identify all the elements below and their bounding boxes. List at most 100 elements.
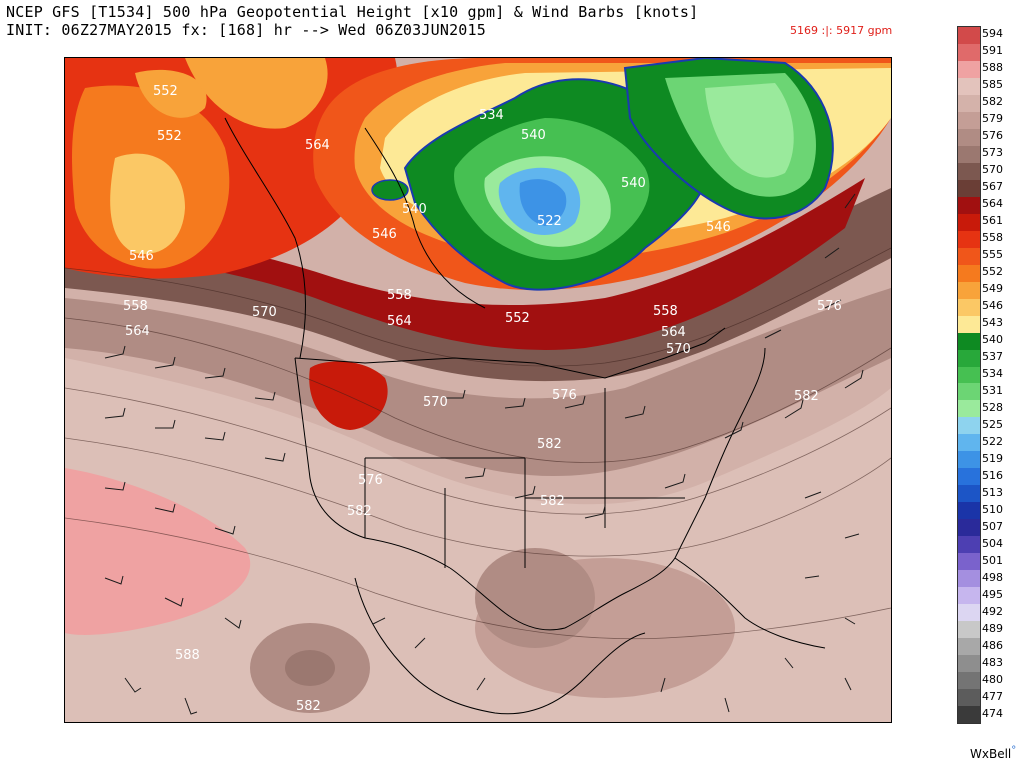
legend-label: 534 <box>982 367 1003 380</box>
legend-label: 522 <box>982 434 1003 448</box>
legend-swatch <box>958 349 980 367</box>
legend-swatch <box>958 298 980 317</box>
legend-label: 537 <box>982 350 1003 364</box>
legend-swatch <box>958 315 980 334</box>
contour-label: 582 <box>347 504 372 519</box>
legend-swatch <box>958 655 980 673</box>
contour-label: 582 <box>794 389 819 404</box>
legend-swatch <box>958 400 980 418</box>
legend-swatch <box>958 162 980 181</box>
legend-swatch <box>958 230 980 249</box>
legend-label: 483 <box>982 655 1003 669</box>
contour-label: 570 <box>252 305 277 320</box>
init-forecast-line: INIT: 06Z27MAY2015 fx: [168] hr --> Wed … <box>6 21 486 39</box>
legend-label: 591 <box>982 44 1003 58</box>
legend-label: 549 <box>982 282 1003 296</box>
legend-swatch <box>958 281 980 300</box>
credit-text: WxBell <box>970 747 1012 761</box>
contour-label: 576 <box>552 388 577 403</box>
legend-label: 528 <box>982 400 1003 414</box>
contour-label: 576 <box>358 473 383 488</box>
legend-label: 489 <box>982 621 1003 635</box>
contour-label: 540 <box>621 176 646 191</box>
legend-swatch <box>958 587 980 605</box>
legend-label: 570 <box>982 163 1003 177</box>
field-549-alaska <box>185 58 328 129</box>
legend-label: 516 <box>982 468 1003 482</box>
legend-swatch <box>958 621 980 639</box>
contour-label: 540 <box>521 128 546 143</box>
legend-label: 492 <box>982 604 1003 618</box>
legend-label: 579 <box>982 112 1003 126</box>
legend-swatch <box>958 553 980 571</box>
legend-label: 501 <box>982 553 1003 567</box>
contour-lines <box>65 247 891 640</box>
contour-label: 522 <box>537 214 562 229</box>
legend-label: 540 <box>982 333 1003 347</box>
contour-label: 552 <box>153 84 178 99</box>
legend-swatch <box>958 485 980 503</box>
legend-label: 504 <box>982 536 1003 550</box>
field-570-band <box>65 188 891 382</box>
legend-swatch <box>958 604 980 622</box>
field-564-band <box>65 178 865 350</box>
color-legend-bar <box>957 26 981 724</box>
contour-label: 558 <box>653 304 678 319</box>
field-576-gulf <box>475 548 595 648</box>
legend-label: 474 <box>982 706 1003 720</box>
contour-label: 552 <box>505 311 530 326</box>
legend-swatch <box>958 247 980 266</box>
field-549-nw <box>135 69 207 118</box>
legend-label: 531 <box>982 383 1003 397</box>
legend-swatch <box>958 672 980 690</box>
legend-label: 564 <box>982 197 1003 211</box>
contour-label: 570 <box>423 395 448 410</box>
credit-mark: ° <box>1011 745 1017 756</box>
field-576-band <box>65 288 891 477</box>
legend-label: 510 <box>982 502 1003 516</box>
contour-label: 558 <box>123 299 148 314</box>
legend-label: 477 <box>982 689 1003 703</box>
legend-label: 486 <box>982 638 1003 652</box>
contour-label: 540 <box>402 202 427 217</box>
legend-label: 576 <box>982 129 1003 143</box>
legend-label: 543 <box>982 316 1003 330</box>
legend-swatch <box>958 468 980 486</box>
field-528-ne <box>705 83 794 178</box>
legend-swatch <box>958 196 980 215</box>
legend-swatch <box>958 638 980 656</box>
legend-swatch <box>958 689 980 707</box>
legend-label: 552 <box>982 265 1003 279</box>
contour-labels: 552 552 546 558 564 570 564 540 546 534 … <box>123 84 842 714</box>
boundaries <box>224 117 826 715</box>
legend-swatch <box>958 502 980 520</box>
contour-label: 582 <box>537 437 562 452</box>
legend-swatch <box>958 434 980 452</box>
height-range-text: 5169 :|: 5917 gpm <box>790 24 893 37</box>
legend-swatch <box>958 27 980 45</box>
contour-label: 564 <box>387 314 412 329</box>
legend-swatch <box>958 213 980 232</box>
legend-swatch <box>958 145 980 164</box>
legend-swatch <box>958 536 980 554</box>
legend-label: 594 <box>982 27 1003 41</box>
legend-swatch <box>958 43 980 62</box>
field-573-vortex <box>285 650 335 686</box>
contour-label: 582 <box>540 494 565 509</box>
contour-label: 546 <box>129 249 154 264</box>
field-588-pacific <box>65 468 251 635</box>
contour-label: 588 <box>175 648 200 663</box>
map-canvas: 552 552 546 558 564 570 564 540 546 534 … <box>65 58 891 722</box>
legend-swatch <box>958 570 980 588</box>
legend-label: 567 <box>982 180 1003 194</box>
credit-logo: WxBell° <box>970 745 1016 761</box>
legend-swatch <box>958 519 980 537</box>
legend-label: 495 <box>982 587 1003 601</box>
weather-map: 552 552 546 558 564 570 564 540 546 534 … <box>64 57 892 723</box>
legend-swatch <box>958 264 980 283</box>
legend-swatch <box>958 417 980 435</box>
chart-title: NCEP GFS [T1534] 500 hPa Geopotential He… <box>6 3 699 21</box>
legend-swatch <box>958 60 980 79</box>
legend-label: 582 <box>982 95 1003 109</box>
legend-label: 498 <box>982 570 1003 584</box>
